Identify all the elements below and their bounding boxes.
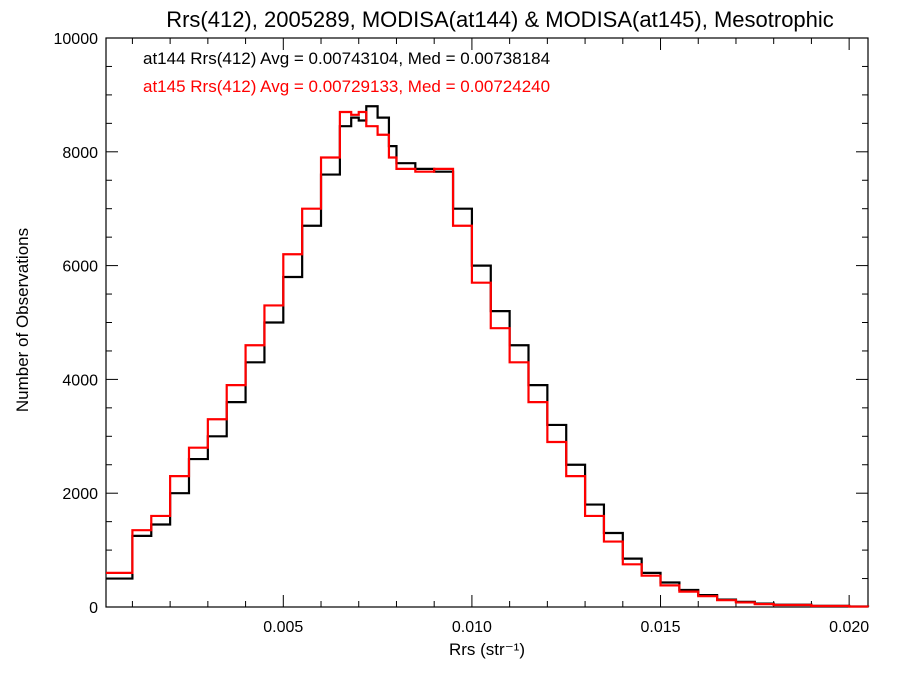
y-tick-label: 2000 [62, 486, 98, 503]
x-tick-label: 0.020 [829, 619, 869, 636]
y-tick-label: 8000 [62, 145, 98, 162]
series-at144-line [106, 105, 870, 608]
plot-area: 0.005 0.010 0.015 0.020 0 2000 4000 6000 8000 100… [54, 31, 870, 636]
x-tick-label: 0.010 [452, 619, 492, 636]
x-tick-label: 0.005 [263, 619, 303, 636]
series-at145-line [106, 110, 870, 608]
y-tick-label: 10000 [54, 31, 99, 48]
y-tick-label: 0 [89, 600, 98, 617]
chart-title: Rrs(412), 2005289, MODISA(at144) & MODIS… [166, 7, 834, 32]
y-axis-label: Number of Observations [13, 228, 32, 412]
x-axis-label: Rrs (str⁻¹) [449, 640, 525, 659]
y-tick-label: 6000 [62, 259, 98, 276]
x-tick-label: 0.015 [641, 619, 681, 636]
y-tick-label: 4000 [62, 372, 98, 389]
plot-frame [105, 37, 869, 608]
legend-entry-at144: at144 Rrs(412) Avg = 0.00743104, Med = 0… [143, 49, 550, 68]
legend-entry-at145: at145 Rrs(412) Avg = 0.00729133, Med = 0… [143, 77, 550, 96]
